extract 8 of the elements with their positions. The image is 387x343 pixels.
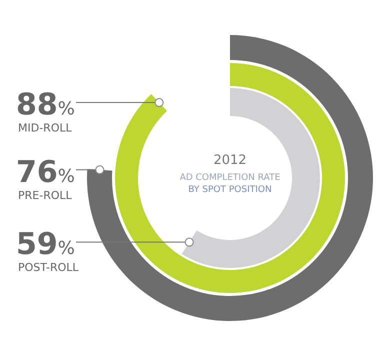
category-label: PRE-ROLL <box>18 188 73 202</box>
text: AD COMPLETION RATE BY SPOT POSITION <box>180 173 281 195</box>
category-label: POST-ROLL <box>18 261 80 274</box>
data-label: 88% <box>16 88 75 123</box>
data-label: 59% <box>16 227 75 262</box>
data-label: 76% <box>16 154 75 190</box>
category-label: MID-ROLL <box>18 122 73 135</box>
text: 2012 <box>213 153 247 168</box>
